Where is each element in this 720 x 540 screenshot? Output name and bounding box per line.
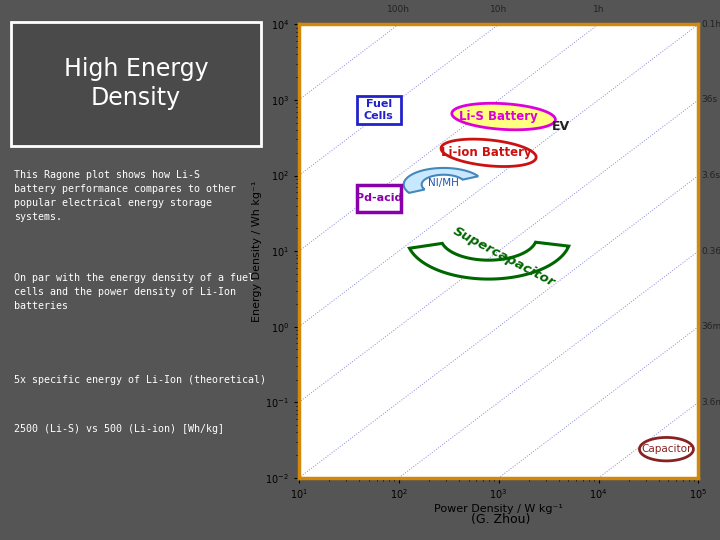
Text: 1h: 1h: [593, 5, 604, 15]
Polygon shape: [452, 103, 555, 130]
Text: 3.6ms: 3.6ms: [702, 398, 720, 407]
FancyBboxPatch shape: [11, 22, 261, 146]
Text: 10h: 10h: [490, 5, 507, 15]
Polygon shape: [639, 437, 693, 461]
Text: 3.6s: 3.6s: [702, 171, 720, 180]
Text: 36ms: 36ms: [702, 322, 720, 331]
Polygon shape: [356, 185, 401, 212]
Text: 0.36s: 0.36s: [702, 247, 720, 255]
Y-axis label: Energy Density / Wh kg⁻¹: Energy Density / Wh kg⁻¹: [253, 180, 263, 322]
Text: Capacitor: Capacitor: [642, 444, 692, 454]
Text: NI/MH: NI/MH: [428, 178, 459, 188]
Text: 36s: 36s: [702, 96, 718, 104]
Text: Supercapacitor: Supercapacitor: [451, 225, 557, 289]
Text: EV: EV: [552, 120, 570, 133]
Polygon shape: [356, 96, 401, 124]
Text: On par with the energy density of a fuel
cells and the power density of Li-Ion
b: On par with the energy density of a fuel…: [14, 273, 254, 310]
Text: This Ragone plot shows how Li-S
battery performance compares to other
popular el: This Ragone plot shows how Li-S battery …: [14, 170, 236, 222]
Polygon shape: [404, 168, 478, 193]
Polygon shape: [410, 242, 569, 279]
Text: High Energy
Density: High Energy Density: [63, 57, 208, 110]
X-axis label: Power Density / W kg⁻¹: Power Density / W kg⁻¹: [434, 504, 563, 514]
Text: 100h: 100h: [387, 5, 410, 15]
Text: 2500 (Li-S) vs 500 (Li-ion) [Wh/kg]: 2500 (Li-S) vs 500 (Li-ion) [Wh/kg]: [14, 424, 224, 434]
Text: (G. Zhou): (G. Zhou): [471, 514, 530, 526]
Text: Pd-acid: Pd-acid: [356, 193, 402, 203]
Text: Fuel
Cells: Fuel Cells: [364, 99, 394, 121]
Text: Li-S Battery: Li-S Battery: [459, 110, 538, 123]
Text: 0.1h: 0.1h: [702, 20, 720, 29]
Text: Li-ion Battery: Li-ion Battery: [441, 146, 532, 159]
Text: 5x specific energy of Li-Ion (theoretical): 5x specific energy of Li-Ion (theoretica…: [14, 375, 266, 386]
Polygon shape: [441, 139, 536, 166]
